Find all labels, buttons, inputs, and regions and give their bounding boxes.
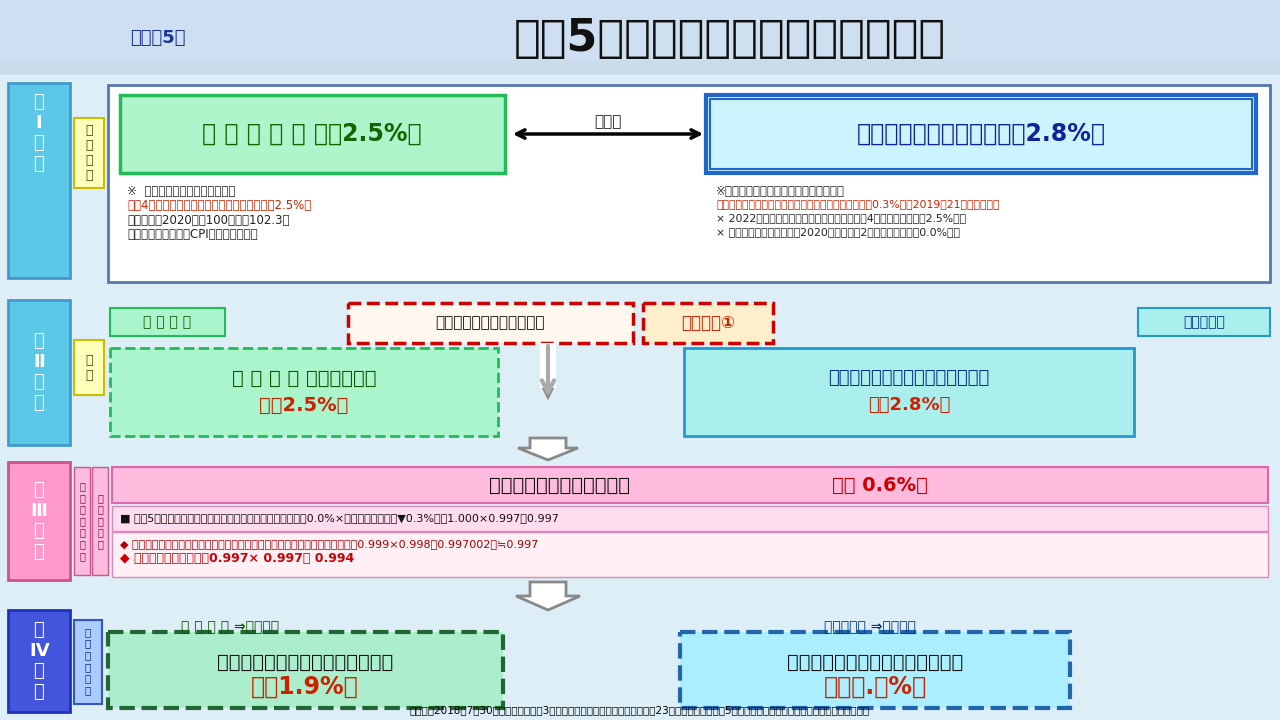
Text: 決
定: 決 定 bbox=[86, 354, 92, 382]
Text: 【図表5】: 【図表5】 bbox=[131, 29, 186, 47]
Text: ※  総務省の発表資料によると、: ※ 総務省の発表資料によると、 bbox=[127, 185, 236, 198]
Bar bbox=[684, 348, 1134, 436]
Bar bbox=[110, 348, 498, 436]
Text: 既 裁 定 者 ⇒「物価」: 既 裁 定 者 ⇒「物価」 bbox=[180, 620, 279, 634]
Text: 名目手取り賃金変動率による改定: 名目手取り賃金変動率による改定 bbox=[828, 369, 989, 387]
Text: × 2022年の物価変動率の値（対前年比：令和4年の値）　【　＋2.5%　】: × 2022年の物価変動率の値（対前年比：令和4年の値） 【 ＋2.5% 】 bbox=[716, 213, 966, 223]
Polygon shape bbox=[518, 438, 579, 460]
Bar bbox=[1138, 308, 1270, 336]
Bar bbox=[0, 75, 1280, 720]
Text: 【＋2.8%】: 【＋2.8%】 bbox=[868, 396, 950, 414]
Text: 既 裁 定 者: 既 裁 定 者 bbox=[143, 315, 191, 329]
Bar bbox=[74, 467, 90, 575]
Text: ■ 令和5年度単年度分：（公的年金の被保険者総数の増加　0.0%×平均余命の伸び　▼0.3%）＝1.000×0.997＝0.997: ■ 令和5年度単年度分：（公的年金の被保険者総数の増加 0.0%×平均余命の伸び… bbox=[120, 513, 559, 523]
Text: マ
ク
ロ
経
済: マ ク ロ 経 済 bbox=[97, 492, 102, 549]
Text: 第
Ⅰ
段
階: 第 Ⅰ 段 階 bbox=[33, 93, 45, 174]
Bar bbox=[8, 462, 70, 580]
Bar bbox=[113, 506, 1268, 531]
Bar bbox=[348, 303, 634, 343]
Text: ◆ 令和５年度の適用分：0.997× 0.997＝ 0.994: ◆ 令和５年度の適用分：0.997× 0.997＝ 0.994 bbox=[120, 552, 355, 564]
Text: 令和4年の物価変動率の値（対前年比）は、＋2.5%。: 令和4年の物価変動率の値（対前年比）は、＋2.5%。 bbox=[127, 199, 311, 212]
Bar bbox=[0, 0, 1280, 75]
Text: 【＋2.5%】: 【＋2.5%】 bbox=[260, 395, 348, 415]
Bar bbox=[8, 300, 70, 445]
Bar bbox=[74, 620, 102, 704]
Bar bbox=[707, 95, 1256, 173]
Text: 令和５年度の年金額の改定率は、: 令和５年度の年金額の改定率は、 bbox=[216, 652, 393, 672]
Text: 第
Ⅲ
段
階: 第 Ⅲ 段 階 bbox=[31, 481, 47, 561]
Bar bbox=[74, 340, 104, 395]
Bar bbox=[92, 467, 108, 575]
Bar bbox=[680, 632, 1070, 708]
Text: 総合指数は2020年を100として102.3。: 総合指数は2020年を100として102.3。 bbox=[127, 214, 289, 227]
Bar bbox=[74, 118, 104, 188]
Bar bbox=[710, 99, 1252, 169]
Text: 比
較
選
択: 比 較 選 択 bbox=[86, 124, 92, 182]
Bar bbox=[110, 308, 225, 336]
Bar bbox=[108, 632, 503, 708]
Text: 新規裁定者: 新規裁定者 bbox=[1183, 315, 1225, 329]
Bar bbox=[8, 610, 70, 712]
Text: 物 価 変 動 率による改定: 物 価 変 動 率による改定 bbox=[232, 369, 376, 387]
Text: ※「名目手取り賃金変動率」の算出方法: ※「名目手取り賃金変動率」の算出方法 bbox=[716, 185, 845, 198]
Bar bbox=[120, 95, 506, 173]
Bar bbox=[8, 83, 70, 278]
Text: 改
定
率
の
算
定: 改 定 率 の 算 定 bbox=[84, 627, 91, 695]
Text: × 可処分所得割合変化率（2020年度：令和2年度の値）　【　0.0%　】: × 可処分所得割合変化率（2020年度：令和2年度の値） 【 0.0% 】 bbox=[716, 227, 960, 237]
Bar bbox=[540, 343, 556, 388]
Text: 【出典】2018年7月30日に開催された第3回社会保障審議会年金部会『資料２』23頁のスライドを令和5年度版の数字に置き換え、一部加筆して筆者作成: 【出典】2018年7月30日に開催された第3回社会保障審議会年金部会『資料２』2… bbox=[410, 705, 870, 715]
Bar bbox=[108, 85, 1270, 282]
Bar bbox=[643, 303, 773, 343]
Text: 第
Ⅳ
段
階: 第 Ⅳ 段 階 bbox=[29, 621, 49, 701]
Text: 【＋1.9%】: 【＋1.9%】 bbox=[251, 675, 358, 699]
Text: 令和5年度の年金額の改定について: 令和5年度の年金額の改定について bbox=[515, 17, 946, 60]
Text: 【－ 0.6%】: 【－ 0.6%】 bbox=[832, 475, 928, 495]
Text: ス
ラ
イ
ド
の
調
整: ス ラ イ ド の 調 整 bbox=[79, 481, 84, 561]
Text: ◆ 令和３年度および４年度の２年間分の繰り越し分（キャリーオーバー分）：0.999×0.998＝0.997002　≒0.997: ◆ 令和３年度および４年度の２年間分の繰り越し分（キャリーオーバー分）：0.99… bbox=[120, 539, 539, 549]
Bar bbox=[113, 467, 1268, 503]
Text: 令和５年度の年金額の改定率は、: 令和５年度の年金額の改定率は、 bbox=[787, 652, 963, 672]
Text: 名目手取り賃金変動率【＋2.8%】: 名目手取り賃金変動率【＋2.8%】 bbox=[856, 122, 1106, 146]
Text: 比　較: 比 較 bbox=[594, 114, 622, 130]
Text: パターン①: パターン① bbox=[681, 314, 735, 332]
Bar bbox=[0, 60, 1280, 75]
Text: 第
Ⅱ
段
階: 第 Ⅱ 段 階 bbox=[33, 332, 45, 412]
Text: 物 価 変 動 率 【＋2.5%】: 物 価 変 動 率 【＋2.5%】 bbox=[202, 122, 422, 146]
Text: 新規裁定者 ⇒「賃金」: 新規裁定者 ⇒「賃金」 bbox=[824, 620, 916, 634]
Text: ２～４年度前（３年度平均）の実質賃金変動率　【＋0.3%】（2019～21年度の平均）: ２～４年度前（３年度平均）の実質賃金変動率 【＋0.3%】（2019～21年度の… bbox=[716, 199, 1000, 209]
Text: 【＋２.２%】: 【＋２.２%】 bbox=[823, 675, 927, 699]
Text: 〈消費者物価指数（CPI）－全国－〉。: 〈消費者物価指数（CPI）－全国－〉。 bbox=[127, 228, 257, 241]
Bar bbox=[113, 532, 1268, 577]
Polygon shape bbox=[516, 582, 580, 610]
Text: 年金額改定の基本ルール：: 年金額改定の基本ルール： bbox=[435, 315, 545, 330]
Text: マクロ経済スライドは発動: マクロ経済スライドは発動 bbox=[489, 475, 631, 495]
